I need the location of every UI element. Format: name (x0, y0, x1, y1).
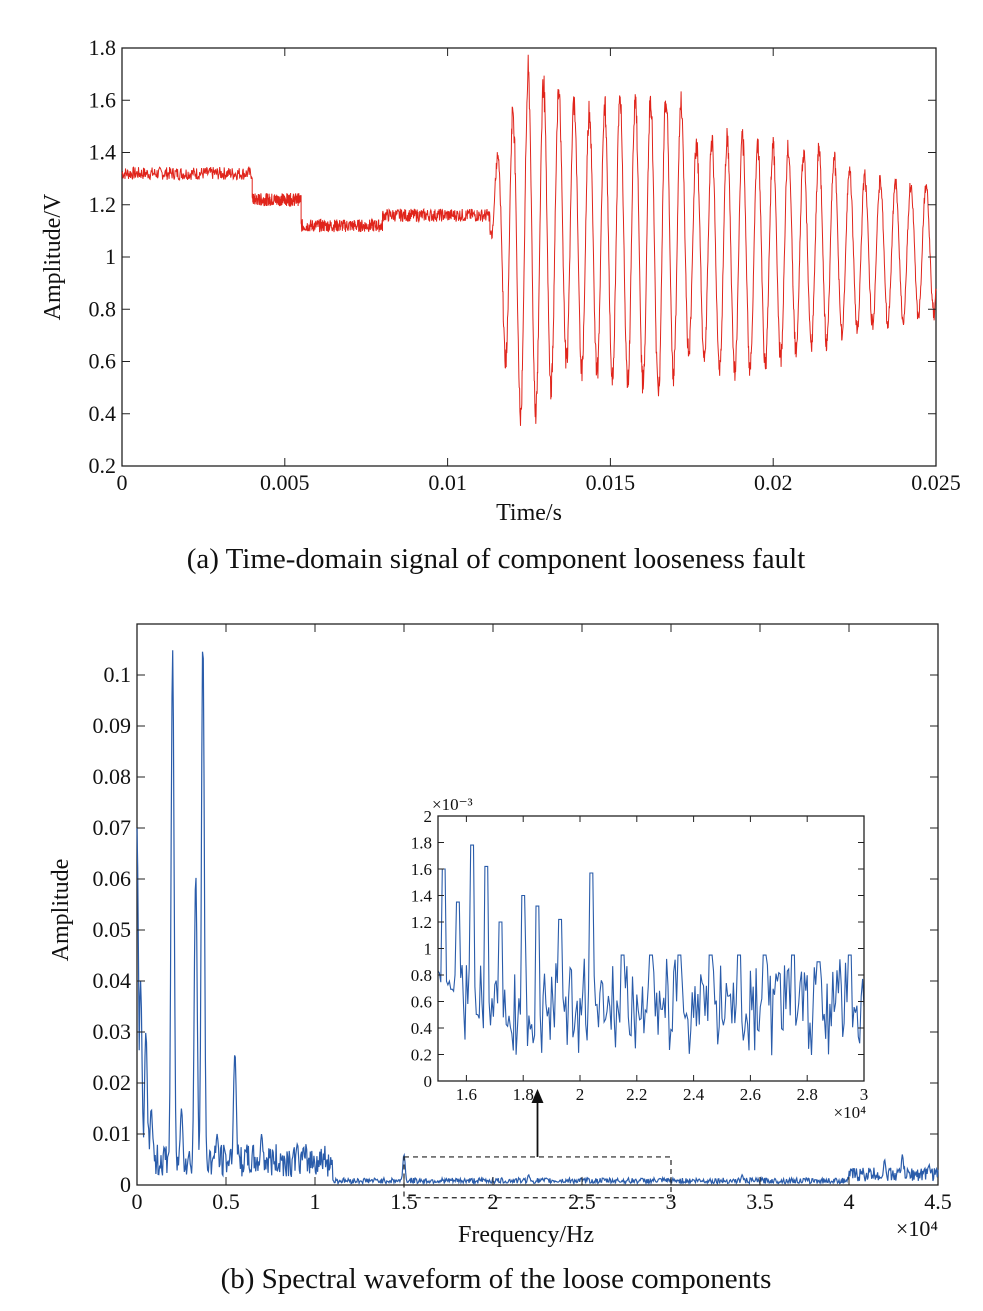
b-xtick-label: 3.5 (746, 1189, 774, 1214)
ticks-a: 0 0.005 0.01 0.015 0.02 0.025 0.2 0.4 0.6 0.8 1 1.2… (89, 35, 961, 495)
inset-ytick-label: 0 (424, 1072, 433, 1091)
ticks-b: 0 0.5 1 1.5 2 2.5 3 3.5 4 4.500.010.020.030.040.0… (93, 624, 952, 1214)
series-line-a (121, 54, 937, 426)
b-ytick-label: 0.01 (93, 1121, 132, 1146)
b-ytick-label: 0.04 (93, 968, 132, 993)
inset-xtick-label: 1.6 (456, 1085, 477, 1104)
inset-background (438, 816, 864, 1081)
x-exponent-b: ×10⁴ (896, 1216, 938, 1241)
inset-xtick-label: 3 (860, 1085, 869, 1104)
inset-ytick-label: 0.2 (411, 1046, 432, 1065)
inset-ticks: 1.6 1.8 2 2.2 2.4 2.6 2.8 3 0 0.2 0.4 0.6 0.8 1 1.2 1.4… (411, 807, 869, 1104)
b-xtick-label: 4 (844, 1189, 855, 1214)
inset-ytick-label: 1.4 (411, 887, 433, 906)
a-ytick-label: 1.6 (89, 87, 117, 112)
a-ytick-label: 1.2 (89, 192, 117, 217)
a-xtick-label: 0.015 (586, 470, 636, 495)
a-xtick-label: 0.01 (428, 470, 467, 495)
inset-ytick-label: 0.4 (411, 1019, 433, 1038)
b-xtick-label: 4.5 (924, 1189, 952, 1214)
inset-series-line (437, 844, 865, 1056)
chart-spectrum: 0 0.5 1 1.5 2 2.5 3 3.5 4 4.500.010.020.030.040.0… (48, 623, 952, 1295)
b-xtick-label: 2.5 (568, 1189, 596, 1214)
inset-ytick-label: 1.6 (411, 860, 432, 879)
plot-frame-a (121, 47, 937, 467)
a-xtick-label: 0.02 (754, 470, 793, 495)
b-ytick-label: 0 (120, 1172, 131, 1197)
b-ytick-label: 0.08 (93, 764, 132, 789)
b-ytick-label: 0.09 (93, 713, 132, 738)
b-xtick-label: 0 (132, 1189, 143, 1214)
b-ytick-label: 0.05 (93, 917, 132, 942)
inset-x-exponent: ×10⁴ (833, 1103, 866, 1122)
inset-ytick-label: 1.2 (411, 913, 432, 932)
a-ytick-label: 0.8 (89, 296, 117, 321)
inset-zoom-plot: 1.6 1.8 2 2.2 2.4 2.6 2.8 3 0 0.2 0.4 0.6 0.8 1 1.2 1.4… (411, 795, 869, 1122)
x-axis-label-b: Frequency/Hz (458, 1222, 594, 1248)
b-xtick-label: 0.5 (212, 1189, 240, 1214)
a-xtick-label: 0 (117, 470, 128, 495)
caption-b: (b) Spectral waveform of the loose compo… (221, 1263, 772, 1295)
inset-xtick-label: 2.6 (740, 1085, 761, 1104)
a-ytick-label: 0.4 (89, 401, 117, 426)
inset-ytick-label: 2 (424, 807, 433, 826)
a-ytick-label: 0.6 (89, 349, 117, 374)
caption-a: (a) Time-domain signal of component loos… (187, 543, 806, 575)
inset-xtick-label: 2.8 (797, 1085, 818, 1104)
inset-xtick-label: 2 (576, 1085, 585, 1104)
a-xtick-label: 0.005 (260, 470, 310, 495)
chart-time-domain: 0 0.005 0.01 0.015 0.02 0.025 0.2 0.4 0.6 0.8 1 1.2… (40, 35, 961, 575)
inset-ytick-label: 0.6 (411, 993, 432, 1012)
zoom-region-box (403, 1156, 672, 1199)
b-xtick-label: 1 (310, 1189, 321, 1214)
a-ytick-label: 1.8 (89, 35, 117, 60)
b-ytick-label: 0.1 (104, 662, 132, 687)
x-axis-label-a: Time/s (496, 500, 562, 526)
b-xtick-label: 2 (488, 1189, 499, 1214)
a-xtick-label: 0.025 (911, 470, 961, 495)
a-ytick-label: 1 (105, 244, 116, 269)
y-axis-label-a: Amplitude/V (40, 193, 66, 320)
b-xtick-label: 3 (666, 1189, 677, 1214)
inset-xtick-label: 2.4 (683, 1085, 705, 1104)
plot-frame-b (136, 623, 939, 1186)
b-ytick-label: 0.03 (93, 1019, 132, 1044)
y-axis-label-b: Amplitude (48, 859, 74, 962)
series-line-b (136, 650, 939, 1186)
inset-xtick-label: 1.8 (513, 1085, 534, 1104)
inset-ytick-label: 0.8 (411, 966, 432, 985)
a-ytick-label: 1.4 (89, 140, 117, 165)
zoom-arrowhead (531, 1089, 544, 1103)
inset-ytick-label: 1 (424, 940, 433, 959)
b-ytick-label: 0.07 (93, 815, 132, 840)
inset-y-exponent: ×10⁻³ (432, 795, 473, 814)
b-ytick-label: 0.02 (93, 1070, 132, 1095)
b-ytick-label: 0.06 (93, 866, 132, 891)
inset-xtick-label: 2.2 (626, 1085, 647, 1104)
inset-ytick-label: 1.8 (411, 834, 432, 853)
a-ytick-label: 0.2 (89, 453, 117, 478)
